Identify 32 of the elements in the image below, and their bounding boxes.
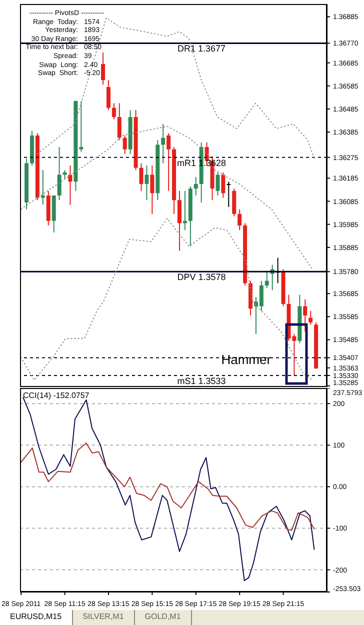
candlestick (238, 208, 242, 231)
text: EURUSD,M15 (0, 610, 73, 625)
candlestick (177, 190, 182, 252)
candlestick (112, 102, 116, 120)
candlestick (150, 165, 154, 214)
chart-title: CCI(14) -152.0757 (23, 391, 90, 400)
annotation: Hammer (221, 352, 272, 367)
ref-line-label: DR1 1.3677 (177, 44, 226, 54)
text: GOLD,M1 (134, 610, 192, 625)
candlestick (161, 123, 166, 164)
line-series (20, 442, 315, 531)
candlestick (122, 135, 127, 154)
candlestick (144, 165, 149, 201)
candlestick (40, 170, 45, 206)
candlestick (221, 172, 226, 198)
candlestick (194, 176, 198, 196)
ref-line-label: mS1 1.3533 (177, 376, 226, 386)
candlestick (226, 181, 231, 208)
text: SILVER,M1 (72, 610, 135, 625)
candlestick (308, 310, 313, 326)
candlestick (117, 102, 122, 141)
candlestick (57, 146, 62, 201)
candlestick (166, 132, 171, 192)
candlestick (232, 188, 236, 217)
candlestick (101, 52, 106, 86)
candlestick (216, 172, 220, 196)
candlestick (68, 165, 72, 206)
ref-line-label: DPV 1.3578 (177, 272, 226, 282)
candlestick (264, 271, 269, 288)
candlestick (303, 298, 308, 332)
candlestick (106, 80, 110, 111)
candlestick (139, 162, 144, 192)
